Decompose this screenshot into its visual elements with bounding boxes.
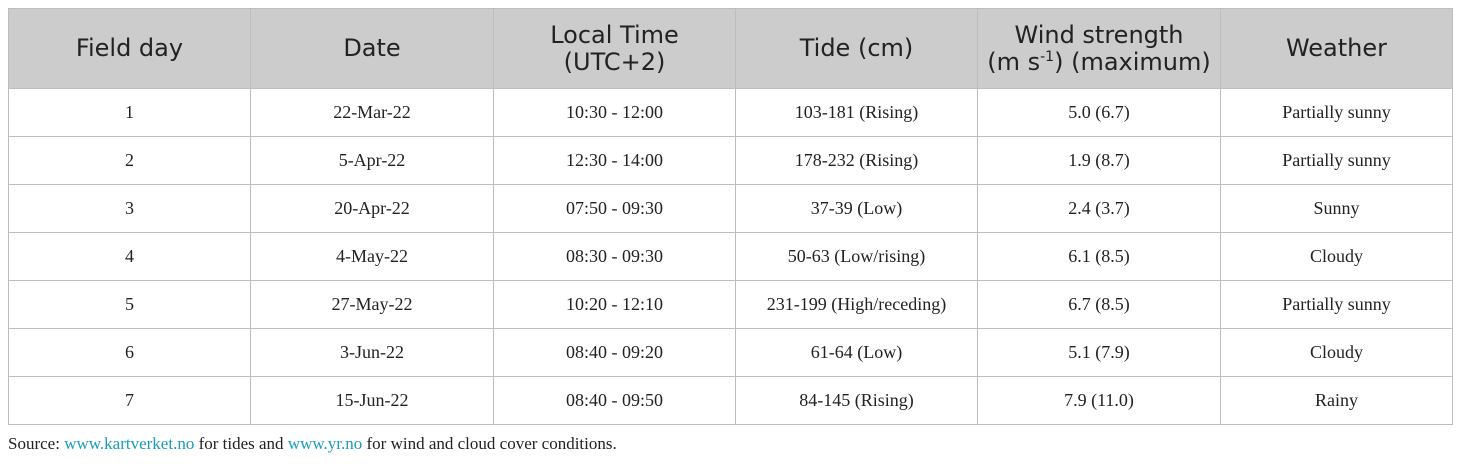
table-cell: 6 bbox=[8, 328, 251, 377]
table-cell: Partially sunny bbox=[1220, 280, 1453, 329]
table-cell: Partially sunny bbox=[1220, 88, 1453, 137]
header-cell: Weather bbox=[1220, 8, 1453, 89]
table-header: Field day Date Local Time (UTC+2) Tide (c… bbox=[8, 8, 1453, 89]
header-row: Field day Date Local Time (UTC+2) Tide (c… bbox=[8, 8, 1453, 89]
table-cell: 84-145 (Rising) bbox=[735, 376, 978, 425]
table-cell: Cloudy bbox=[1220, 232, 1453, 281]
header-text: (UTC+2) bbox=[563, 47, 666, 76]
table-cell: 5.0 (6.7) bbox=[977, 88, 1221, 137]
header-cell: Wind strength (m s-1) (maximum) bbox=[977, 8, 1221, 89]
table-cell: 08:30 - 09:30 bbox=[493, 232, 736, 281]
table-cell: 15-Jun-22 bbox=[250, 376, 494, 425]
table-cell: 5 bbox=[8, 280, 251, 329]
table-cell: 50-63 (Low/rising) bbox=[735, 232, 978, 281]
table-cell: 5.1 (7.9) bbox=[977, 328, 1221, 377]
footnote-text: for tides and bbox=[194, 434, 288, 453]
table-cell: 5-Apr-22 bbox=[250, 136, 494, 185]
table-cell: 7 bbox=[8, 376, 251, 425]
table-cell: 4 bbox=[8, 232, 251, 281]
table-cell: 2.4 (3.7) bbox=[977, 184, 1221, 233]
footnote-link[interactable]: www.kartverket.no bbox=[64, 434, 195, 453]
table-cell: 6.1 (8.5) bbox=[977, 232, 1221, 281]
header-cell: Tide (cm) bbox=[735, 8, 978, 89]
table-row: 7 15-Jun-22 08:40 - 09:50 84-145 (Rising) 7.… bbox=[8, 376, 1453, 425]
footnote-link[interactable]: www.yr.no bbox=[287, 434, 363, 453]
table-cell: 07:50 - 09:30 bbox=[493, 184, 736, 233]
table-cell: 10:20 - 12:10 bbox=[493, 280, 736, 329]
table-cell: Cloudy bbox=[1220, 328, 1453, 377]
header-cell: Date bbox=[250, 8, 494, 89]
table-cell: Partially sunny bbox=[1220, 136, 1453, 185]
table-row: 5 27-May-22 10:20 - 12:10 231-199 (High/rec… bbox=[8, 280, 1453, 329]
header-text: Local Time bbox=[550, 20, 679, 49]
header-text: Weather bbox=[1285, 34, 1388, 62]
data-table: Field day Date Local Time (UTC+2) Tide (c… bbox=[8, 8, 1453, 425]
footnote: Source: www.kartverket.no for tides and … bbox=[8, 434, 617, 454]
table-cell: 1 bbox=[8, 88, 251, 137]
table-row: 2 5-Apr-22 12:30 - 14:00 178-232 (Rising) 1.… bbox=[8, 136, 1453, 185]
table-cell: Sunny bbox=[1220, 184, 1453, 233]
table-cell: 2 bbox=[8, 136, 251, 185]
table-cell: 61-64 (Low) bbox=[735, 328, 978, 377]
table-cell: 27-May-22 bbox=[250, 280, 494, 329]
header-cell: Local Time (UTC+2) bbox=[493, 8, 736, 89]
header-superscript: -1 bbox=[1040, 48, 1055, 65]
footnote-text: for wind and cloud cover conditions. bbox=[362, 434, 617, 453]
table-cell: 178-232 (Rising) bbox=[735, 136, 978, 185]
header-text: Tide (cm) bbox=[799, 34, 914, 62]
table-cell: 22-Mar-22 bbox=[250, 88, 494, 137]
table-cell: 08:40 - 09:50 bbox=[493, 376, 736, 425]
header-text: Wind strength bbox=[1014, 20, 1184, 49]
table-row: 3 20-Apr-22 07:50 - 09:30 37-39 (Low) 2.4 (3… bbox=[8, 184, 1453, 233]
header-text: Date bbox=[343, 34, 401, 62]
table-cell: 37-39 (Low) bbox=[735, 184, 978, 233]
footnote-text: Source: bbox=[8, 434, 65, 453]
table-cell: Rainy bbox=[1220, 376, 1453, 425]
table-cell: 4-May-22 bbox=[250, 232, 494, 281]
table-cell: 7.9 (11.0) bbox=[977, 376, 1221, 425]
table-cell: 1.9 (8.7) bbox=[977, 136, 1221, 185]
table-row: 1 22-Mar-22 10:30 - 12:00 103-181 (Rising) 5… bbox=[8, 88, 1453, 137]
table-row: 6 3-Jun-22 08:40 - 09:20 61-64 (Low) 5.1 (7.… bbox=[8, 328, 1453, 377]
header-text: ) (maximum) bbox=[1054, 47, 1211, 76]
table-cell: 10:30 - 12:00 bbox=[493, 88, 736, 137]
table-cell: 6.7 (8.5) bbox=[977, 280, 1221, 329]
table-cell: 20-Apr-22 bbox=[250, 184, 494, 233]
header-cell: Field day bbox=[8, 8, 251, 89]
header-text: Field day bbox=[75, 34, 184, 62]
table-row: 4 4-May-22 08:30 - 09:30 50-63 (Low/rising)… bbox=[8, 232, 1453, 281]
table-cell: 3 bbox=[8, 184, 251, 233]
table-cell: 103-181 (Rising) bbox=[735, 88, 978, 137]
table-body: 1 22-Mar-22 10:30 - 12:00 103-181 (Rising) 5… bbox=[8, 88, 1453, 425]
table-cell: 12:30 - 14:00 bbox=[493, 136, 736, 185]
table-cell: 3-Jun-22 bbox=[250, 328, 494, 377]
table-cell: 231-199 (High/receding) bbox=[735, 280, 978, 329]
header-text: (m s bbox=[987, 47, 1041, 76]
table-cell: 08:40 - 09:20 bbox=[493, 328, 736, 377]
